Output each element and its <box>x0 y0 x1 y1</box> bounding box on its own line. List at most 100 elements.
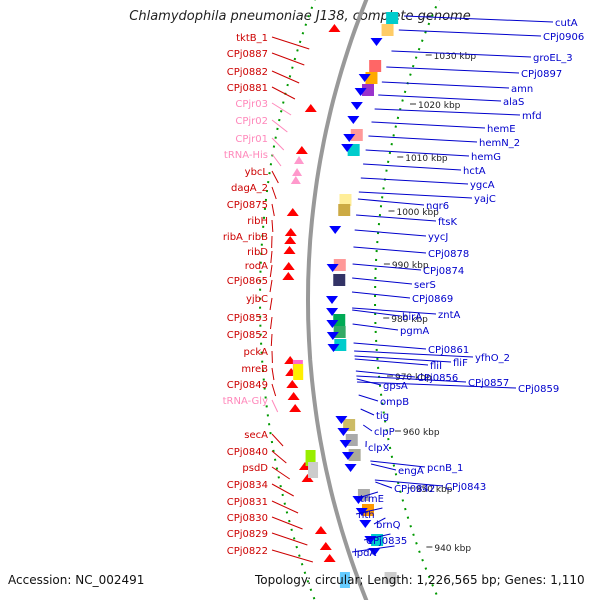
label-connector <box>352 263 422 271</box>
label-connector <box>271 516 303 530</box>
reverse-gene-arrow <box>326 332 339 340</box>
gene-label-trna-his: tRNA-His <box>224 150 268 161</box>
label-connector <box>355 507 383 515</box>
reverse-gene-arrow <box>326 308 339 316</box>
label-connector <box>354 229 427 237</box>
gene-label-hcta: hctA <box>463 166 486 177</box>
reverse-gene-arrow <box>326 296 338 304</box>
gene-block <box>381 24 394 36</box>
label-connector <box>362 424 373 432</box>
gene-label-ygca: ygcA <box>470 180 495 191</box>
label-connector <box>352 307 437 315</box>
gene-label-cpj0865: CPj0865 <box>227 276 268 287</box>
gene-label-cpj0887: CPj0887 <box>227 49 268 60</box>
forward-gene-arrow <box>284 236 297 244</box>
gene-label-cpj0830: CPj0830 <box>227 513 268 524</box>
outer-dotted-ring <box>258 0 316 600</box>
accession-text: Accession: NC_002491 <box>8 573 145 587</box>
forward-gene-arrow <box>314 526 327 534</box>
label-connector <box>269 297 273 311</box>
reverse-gene-arrow <box>370 38 383 46</box>
label-connector <box>271 219 274 233</box>
gene-label-sers: serS <box>414 280 436 291</box>
gene-label-cpj0831: CPj0831 <box>227 497 268 508</box>
gene-label-groel-3: groEL_3 <box>533 53 573 64</box>
reverse-gene-arrow <box>359 520 372 528</box>
forward-gene-arrow <box>304 104 317 112</box>
gene-label-cpjr03: CPjr03 <box>235 99 268 110</box>
label-connector <box>371 121 486 129</box>
gene-block <box>333 274 346 286</box>
label-connector <box>270 250 273 264</box>
gene-label-heme: hemE <box>487 124 516 135</box>
forward-gene-arrow <box>284 228 297 236</box>
gene-label-daga-2: dagA_2 <box>231 183 268 194</box>
gene-label-nqr6: nqr6 <box>426 201 449 212</box>
label-connector <box>352 277 413 285</box>
reverse-gene-arrow <box>368 548 381 556</box>
gene-label-cpj0856: CPj0856 <box>417 373 458 384</box>
rna-gene-arrow <box>290 176 301 184</box>
gene-label-cpj0829: CPj0829 <box>227 529 268 540</box>
label-connector <box>381 81 510 89</box>
gene-label-cpjr02: CPjr02 <box>235 116 268 127</box>
forward-gene-arrow <box>286 208 299 216</box>
label-connector <box>271 483 294 497</box>
label-connector <box>352 309 401 317</box>
label-connector <box>271 203 275 217</box>
gene-label-yjbc: yjbC <box>246 294 268 305</box>
gene-strip <box>305 450 316 466</box>
label-connector <box>351 545 395 553</box>
forward-gene-arrow <box>295 146 308 154</box>
label-connector <box>271 36 310 50</box>
label-connector <box>271 549 314 563</box>
label-connector <box>271 102 292 116</box>
reverse-gene-arrow <box>358 74 371 82</box>
gene-label-pcka: pckA <box>244 347 269 358</box>
rna-gene-arrow <box>292 168 303 176</box>
label-connector <box>375 481 393 489</box>
label-connector <box>271 433 284 447</box>
label-connector <box>352 323 399 331</box>
reverse-gene-arrow <box>352 496 365 504</box>
gene-label-roda: rodA <box>245 261 268 272</box>
gene-label-ribh: ribH <box>247 216 268 227</box>
gene-label-psdd: psdD <box>242 463 268 474</box>
label-connector <box>269 279 273 293</box>
forward-gene-arrow <box>286 380 299 388</box>
reverse-gene-arrow <box>327 344 340 352</box>
gene-label-gpsa: gpsA <box>383 381 408 392</box>
label-connector <box>391 50 532 58</box>
gene-label-bira: birA <box>402 312 422 323</box>
gene-label-cpj0897: CPj0897 <box>521 69 562 80</box>
reverse-gene-arrow <box>350 102 363 110</box>
gene-label-flii: fliI <box>430 361 442 372</box>
label-connector <box>357 198 425 206</box>
label-connector <box>355 370 416 378</box>
gene-label-nth: nth <box>358 510 375 521</box>
gene-label-cpj0857: CPj0857 <box>468 378 509 389</box>
gene-block <box>339 194 352 206</box>
gene-label-cpj0878: CPj0878 <box>428 249 469 260</box>
label-connector <box>271 466 291 480</box>
gene-label-amn: amn <box>511 84 533 95</box>
label-connector <box>354 355 452 363</box>
label-connector <box>374 108 521 116</box>
label-connector <box>365 149 470 157</box>
gene-block <box>333 314 346 326</box>
label-connector <box>271 450 287 464</box>
gene-label-cpj0843: CPj0843 <box>445 482 486 493</box>
label-connector <box>368 135 478 143</box>
gene-label-cpj0874: CPj0874 <box>423 266 464 277</box>
forward-gene-arrow <box>282 262 295 270</box>
gene-label-cpj0882: CPj0882 <box>227 67 268 78</box>
forward-gene-arrow <box>301 474 314 482</box>
gene-label-mreb: mreB <box>241 364 268 375</box>
backbone-arc <box>305 0 369 600</box>
gene-label-cpj0869: CPj0869 <box>412 294 453 305</box>
gene-label-mfd: mfd <box>522 111 542 122</box>
gene-block <box>333 326 346 338</box>
label-connector <box>360 408 375 416</box>
forward-gene-arrow <box>283 246 296 254</box>
